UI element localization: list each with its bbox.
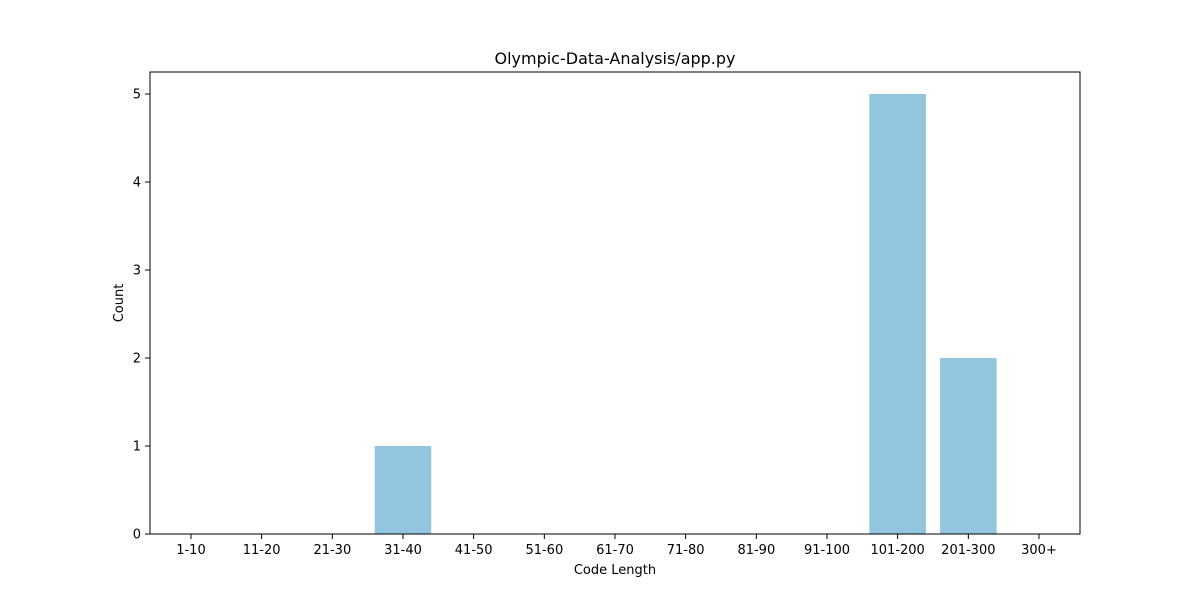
y-tick-label: 5 [133, 88, 141, 103]
x-tick-label: 81-90 [737, 543, 775, 558]
x-tick-label: 61-70 [596, 543, 634, 558]
bars-group [374, 94, 997, 534]
y-tick-label: 4 [133, 176, 141, 191]
bar-101-200 [869, 94, 926, 534]
bar-201-300 [940, 358, 997, 534]
x-tick-label: 71-80 [667, 543, 705, 558]
y-tick-label: 2 [133, 352, 141, 367]
x-tick-label: 51-60 [525, 543, 563, 558]
chart-title: Olympic-Data-Analysis/app.py [494, 49, 735, 68]
x-axis-label: Code Length [574, 563, 656, 578]
bar-31-40 [374, 446, 432, 534]
y-tick-label: 0 [133, 528, 141, 543]
x-tick-label: 21-30 [313, 543, 351, 558]
y-tick-label: 1 [133, 440, 141, 455]
y-tick-label: 3 [133, 264, 141, 279]
x-axis: 1-10 11-20 21-30 31-40 41-50 51-60 61-70 71-80 8… [176, 534, 1057, 558]
x-tick-label: 91-100 [804, 543, 850, 558]
x-tick-label: 31-40 [384, 543, 422, 558]
y-axis: 0 1 2 3 4 5 [133, 88, 150, 543]
x-tick-label: 300+ [1021, 543, 1057, 558]
x-tick-label: 101-200 [871, 543, 925, 558]
x-tick-label: 11-20 [243, 543, 281, 558]
x-tick-label: 1-10 [176, 543, 206, 558]
y-axis-label: Count [112, 284, 127, 323]
x-tick-label: 201-300 [941, 543, 995, 558]
x-tick-label: 41-50 [455, 543, 493, 558]
